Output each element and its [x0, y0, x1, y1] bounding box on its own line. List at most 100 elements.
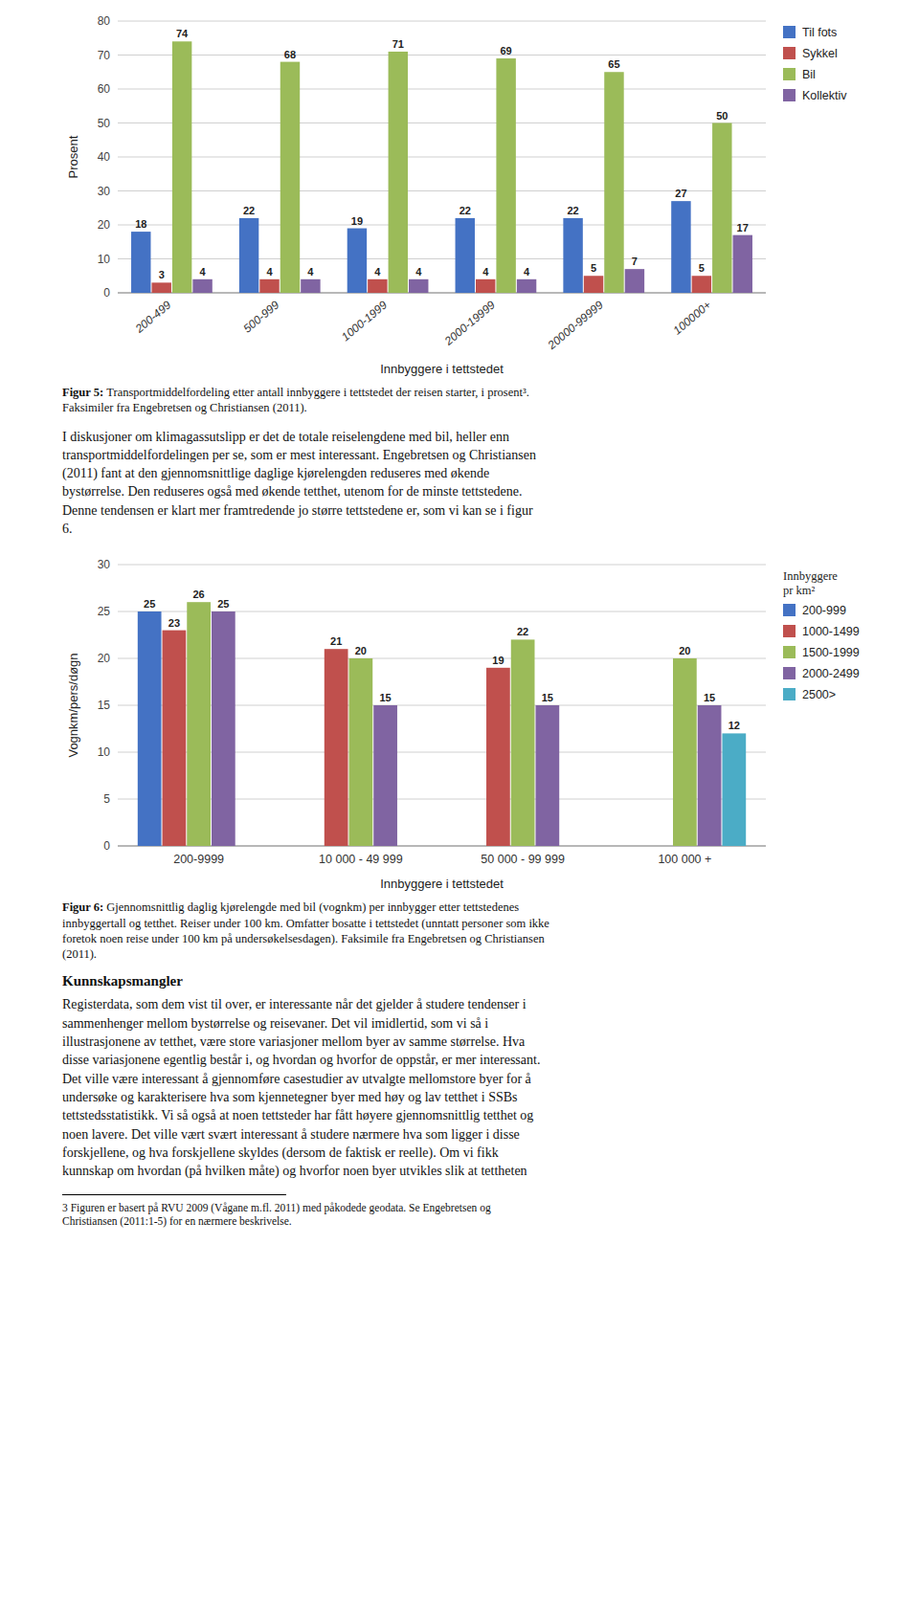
bar [151, 282, 171, 293]
y-tick-label: 80 [97, 14, 112, 28]
legend-swatch [783, 89, 796, 102]
data-label: 27 [674, 187, 687, 200]
x-tick-label: 50 000 - 99 999 [480, 852, 565, 867]
grid-line [117, 258, 766, 260]
data-label: 71 [392, 38, 404, 50]
y-tick-label: 50 [97, 116, 112, 131]
y-tick-label: 40 [97, 150, 112, 164]
x-tick-label: 200-499 [132, 297, 175, 337]
y-tick-label: 5 [103, 792, 111, 807]
y-tick-label: 25 [97, 605, 112, 619]
y-tick-label: 10 [97, 252, 112, 267]
legend-swatch [783, 688, 796, 701]
grid-line [117, 190, 766, 192]
data-label: 4 [307, 266, 314, 278]
legend-entry: 1500-1999 [802, 646, 860, 660]
legend-entry: Til fots [802, 25, 837, 40]
x-tick-label: 10 000 - 49 999 [318, 852, 404, 867]
legend-entry: 200-999 [802, 604, 847, 618]
legend-entry: Sykkel [802, 46, 838, 61]
data-label: 4 [266, 266, 273, 278]
caption-label: Figur 5: [62, 385, 107, 400]
bar [408, 279, 428, 293]
grid-line [117, 224, 766, 226]
caption-text: Transportmiddelfordeling etter antall in… [62, 385, 530, 415]
legend-swatch [783, 46, 796, 60]
data-label: 69 [500, 44, 513, 57]
x-tick-label: 200-9999 [173, 852, 225, 867]
data-label: 19 [492, 654, 504, 667]
bar [367, 279, 387, 293]
caption-label: Figur 6: [62, 900, 107, 915]
grid [117, 21, 766, 293]
bar [455, 218, 475, 293]
data-label: 65 [607, 58, 620, 70]
data-label: 7 [631, 255, 638, 268]
data-label: 4 [200, 266, 207, 278]
bar [211, 611, 236, 847]
legend-swatch [783, 625, 796, 638]
x-tick-label: 20000-99999 [544, 297, 606, 353]
grid-line [117, 89, 766, 90]
x-tick-label: 500-999 [240, 297, 282, 336]
x-tick-label: 100 000 + [657, 852, 712, 867]
grid-line [117, 156, 766, 158]
data-label: 19 [351, 215, 363, 227]
data-label: 4 [482, 266, 490, 278]
data-label: 22 [516, 627, 529, 639]
legend-swatch [783, 667, 796, 680]
legend-swatch [783, 25, 796, 39]
data-label: 5 [698, 262, 705, 274]
bar [495, 58, 516, 293]
grid [117, 564, 766, 847]
bar [239, 218, 259, 293]
legend-entry: 2500> [802, 688, 836, 702]
bars [137, 603, 746, 848]
data-label: 20 [355, 645, 367, 657]
grid-line [117, 564, 766, 566]
legend-swatch [783, 646, 796, 659]
grid-line [117, 292, 766, 294]
data-labels: 1822192222273444557468716965504444717 [134, 27, 749, 281]
data-label: 22 [566, 204, 579, 217]
bar-chart: 0510152025302523211926202220251515151220… [62, 551, 891, 897]
data-label: 50 [716, 110, 728, 122]
caption: Figur 5: Transportmiddelfordeling etter … [62, 384, 891, 417]
bar [186, 603, 211, 848]
bar [137, 611, 162, 847]
caption: Figur 6: Gjennomsnittlig daglig kjørelen… [62, 899, 891, 963]
bar [692, 275, 712, 293]
data-label: 4 [523, 266, 531, 278]
bar [162, 630, 187, 847]
y-tick-label: 30 [97, 184, 112, 199]
page: 0102030405060708018221922222734445574687… [0, 0, 919, 1237]
data-label: 26 [193, 589, 205, 602]
legend-title: Innbyggerepr km² [783, 569, 838, 598]
bar [373, 705, 398, 847]
bar-chart: 0102030405060708018221922222734445574687… [62, 7, 891, 382]
bar [347, 228, 367, 293]
x-tick-label: 2000-19999 [441, 297, 498, 349]
grid-line [117, 54, 766, 56]
data-labels: 25232119262022202515151512 [143, 589, 740, 733]
legend: Innbyggerepr km²200-9991000-14991500-199… [783, 569, 860, 702]
bar [486, 668, 511, 847]
legend-entry: 2000-2499 [802, 667, 860, 681]
y-tick-label: 70 [97, 48, 112, 63]
bar [721, 734, 746, 848]
y-axis-label: Prosent [66, 134, 81, 179]
y-tick-label: 15 [97, 698, 112, 713]
caption-text: Gjennomsnittlig daglig kjørelengde med b… [62, 900, 550, 962]
legend-entry: Kollektiv [802, 89, 848, 103]
bar [475, 279, 495, 293]
legend: Til fotsSykkelBilKollektiv [783, 25, 848, 103]
bar [697, 705, 722, 847]
bar [192, 279, 212, 293]
data-label: 17 [737, 222, 749, 234]
bar [259, 279, 279, 293]
data-label: 23 [168, 617, 180, 629]
section-title: Kunnskapsmangler [62, 973, 891, 990]
data-label: 18 [134, 218, 147, 230]
y-tick-label: 0 [103, 839, 111, 853]
x-axis-label: Innbyggere i tettstedet [380, 361, 504, 377]
